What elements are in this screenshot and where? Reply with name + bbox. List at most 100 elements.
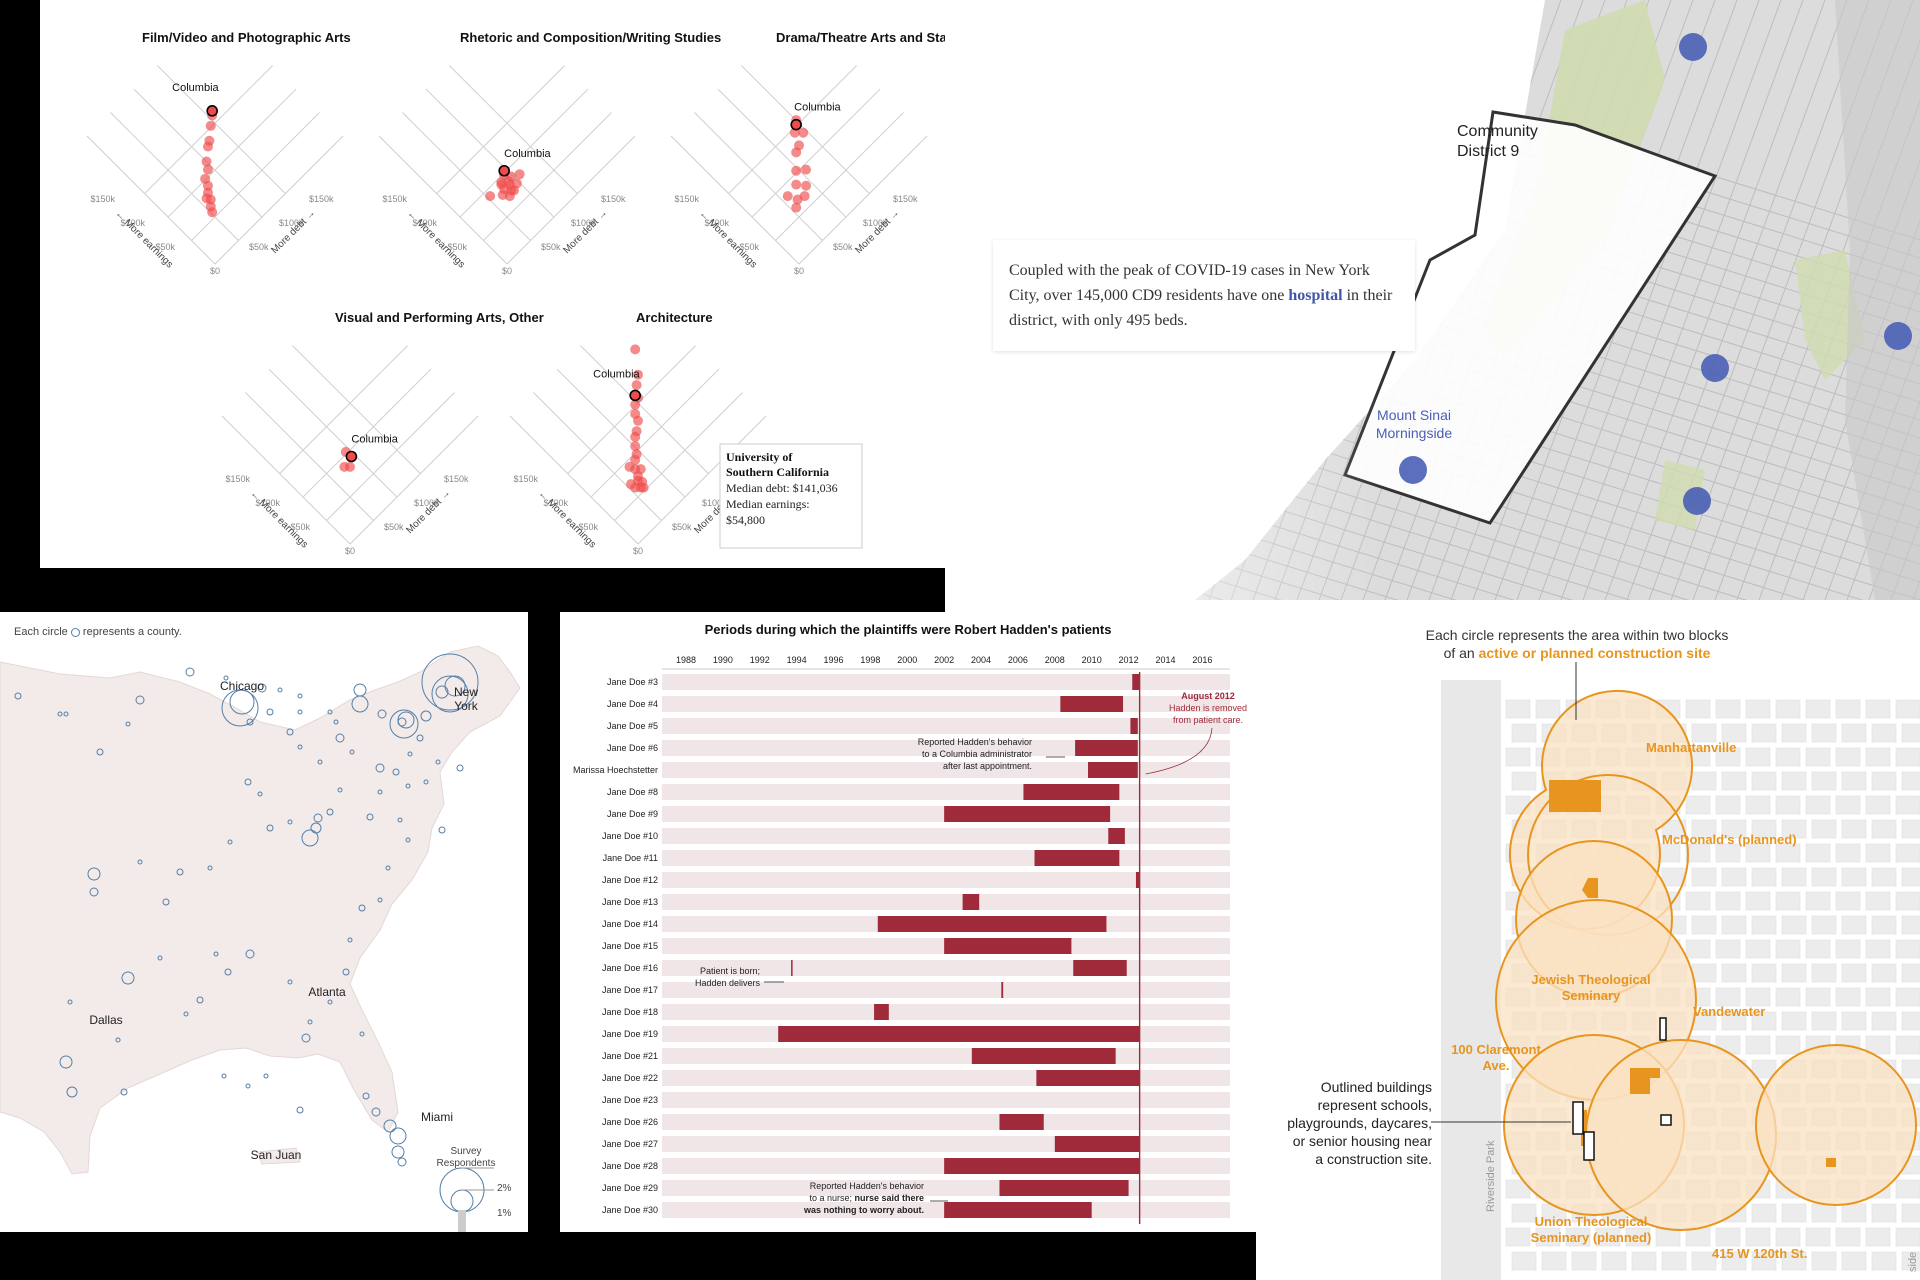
county-circle[interactable]	[227, 839, 233, 845]
county-circle[interactable]	[297, 709, 303, 715]
county-circle[interactable]	[263, 1073, 269, 1079]
county-circle[interactable]	[221, 1073, 227, 1079]
county-circle[interactable]	[244, 778, 252, 786]
county-circle[interactable]	[377, 709, 387, 719]
county-circle[interactable]	[375, 763, 385, 773]
school-point[interactable]	[794, 140, 804, 151]
county-circle[interactable]	[125, 721, 131, 727]
county-circle[interactable]	[245, 1083, 251, 1089]
county-circle[interactable]	[383, 1119, 397, 1133]
school-point[interactable]	[205, 120, 216, 131]
school-point[interactable]	[631, 449, 642, 460]
county-circle[interactable]	[358, 904, 366, 912]
county-circle[interactable]	[307, 1019, 313, 1025]
school-point[interactable]	[201, 156, 212, 167]
school-point[interactable]	[630, 441, 641, 452]
patient-period-bar[interactable]	[1108, 828, 1125, 844]
county-circle[interactable]	[162, 898, 170, 906]
county-circle[interactable]	[224, 968, 232, 976]
county-circle[interactable]	[389, 1127, 407, 1145]
school-point[interactable]	[496, 179, 507, 190]
county-circle[interactable]	[362, 1092, 370, 1100]
patient-period-bar[interactable]	[944, 1158, 1140, 1174]
county-circle[interactable]	[287, 979, 293, 985]
county-circle[interactable]	[297, 744, 303, 750]
county-circle[interactable]	[301, 829, 319, 847]
county-circle[interactable]	[246, 718, 254, 726]
school-point[interactable]	[633, 369, 643, 380]
county-circle[interactable]	[349, 749, 355, 755]
county-circle[interactable]	[405, 783, 411, 789]
columbia-point[interactable]	[206, 105, 218, 117]
county-circle[interactable]	[196, 996, 204, 1004]
county-circle[interactable]	[57, 711, 63, 717]
school-point[interactable]	[631, 426, 642, 437]
patient-period-bar[interactable]	[1023, 784, 1120, 800]
patient-period-bar[interactable]	[874, 1004, 889, 1020]
patient-period-bar[interactable]	[1075, 740, 1138, 756]
county-circle[interactable]	[335, 733, 345, 743]
columbia-point[interactable]	[629, 389, 641, 402]
county-circle[interactable]	[391, 1145, 405, 1159]
patient-period-bar[interactable]	[1036, 1070, 1140, 1086]
school-point[interactable]	[782, 191, 793, 202]
county-circle[interactable]	[366, 813, 374, 821]
county-circle[interactable]	[347, 937, 353, 943]
patient-period-bar[interactable]	[1073, 960, 1127, 976]
county-circle[interactable]	[266, 824, 274, 832]
county-circle[interactable]	[397, 1157, 407, 1167]
school-point[interactable]	[801, 164, 812, 175]
county-circle[interactable]	[257, 791, 263, 797]
county-circle[interactable]	[359, 1031, 365, 1037]
county-circle[interactable]	[435, 685, 449, 699]
school-point[interactable]	[514, 169, 525, 180]
county-circle[interactable]	[444, 675, 466, 697]
school-point[interactable]	[630, 344, 641, 355]
columbia-point[interactable]	[790, 118, 802, 131]
county-circle[interactable]	[397, 717, 407, 727]
county-circle[interactable]	[66, 1086, 78, 1098]
school-point[interactable]	[339, 461, 350, 472]
patient-period-bar[interactable]	[944, 938, 1072, 954]
county-circle[interactable]	[416, 734, 424, 742]
area-w120[interactable]	[1755, 1044, 1917, 1206]
county-circle[interactable]	[342, 968, 350, 976]
school-point[interactable]	[638, 482, 649, 493]
county-circle[interactable]	[392, 768, 400, 776]
patient-period-bar[interactable]	[1001, 982, 1004, 998]
school-point[interactable]	[631, 380, 642, 391]
school-point[interactable]	[801, 180, 812, 191]
county-circle[interactable]	[135, 695, 145, 705]
patient-period-bar[interactable]	[1054, 1136, 1140, 1152]
county-circle[interactable]	[431, 675, 469, 713]
school-point[interactable]	[201, 193, 212, 204]
patient-period-bar[interactable]	[778, 1026, 1140, 1042]
patient-period-bar[interactable]	[944, 806, 1111, 822]
county-circle[interactable]	[377, 789, 383, 795]
county-circle[interactable]	[67, 999, 73, 1005]
county-circle[interactable]	[277, 687, 283, 693]
patient-period-bar[interactable]	[971, 1048, 1116, 1064]
county-circle[interactable]	[286, 728, 294, 736]
county-circle[interactable]	[213, 951, 219, 957]
county-circle[interactable]	[115, 1037, 121, 1043]
county-circle[interactable]	[257, 683, 267, 693]
county-circle[interactable]	[421, 653, 479, 711]
county-circle[interactable]	[438, 826, 446, 834]
county-circle[interactable]	[313, 813, 323, 823]
county-circle[interactable]	[185, 667, 195, 677]
patient-period-bar[interactable]	[1135, 872, 1140, 888]
county-circle[interactable]	[245, 949, 255, 959]
county-circle[interactable]	[397, 817, 403, 823]
county-circle[interactable]	[183, 1011, 189, 1017]
county-circle[interactable]	[96, 748, 104, 756]
county-circle[interactable]	[121, 971, 135, 985]
county-circle[interactable]	[207, 865, 213, 871]
county-circle[interactable]	[137, 859, 143, 865]
school-point[interactable]	[630, 408, 641, 419]
school-point[interactable]	[202, 164, 213, 175]
county-circle[interactable]	[371, 1107, 381, 1117]
county-circle[interactable]	[389, 709, 419, 739]
patient-period-bar[interactable]	[1132, 674, 1140, 690]
county-circle[interactable]	[385, 865, 391, 871]
